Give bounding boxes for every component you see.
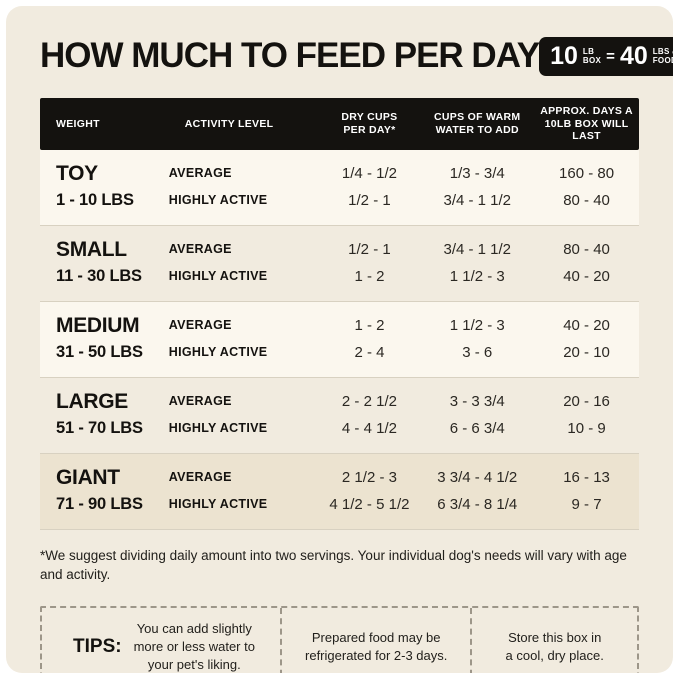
table-row-toy: TOY 1 - 10 LBS AVERAGE HIGHLY ACTIVE 1/4… [40, 149, 639, 226]
water-cell: 3/4 - 1 1/2 1 1/2 - 3 [443, 240, 512, 285]
badge-unit-lb-box: LB BOX [582, 47, 602, 65]
days-cell: 160 - 80 80 - 40 [559, 164, 615, 209]
weight-cell: LARGE 51 - 70 LBS [40, 388, 169, 442]
dry-cups-cell: 2 - 2 1/2 4 - 4 1/2 [341, 392, 397, 437]
column-header-weight: WEIGHT [56, 117, 100, 130]
table-row-small: SMALL 11 - 30 LBS AVERAGE HIGHLY ACTIVE … [40, 226, 639, 302]
tip-text: You can add slightly more or less water … [133, 620, 255, 672]
activity-cell: AVERAGE HIGHLY ACTIVE [168, 165, 268, 207]
days-cell: 20 - 16 10 - 9 [563, 392, 610, 437]
weight-name: LARGE [56, 389, 129, 413]
weight-range: 31 - 50 LBS [56, 342, 143, 361]
feeding-guide-panel: HOW MUCH TO FEED PER DAY 10 LB BOX = 40 … [6, 6, 673, 673]
weight-name: SMALL [56, 237, 127, 261]
water-cell: 1 1/2 - 3 3 - 6 [449, 316, 505, 361]
dry-cups-cell: 1/2 - 1 1 - 2 [348, 240, 391, 285]
weight-range: 11 - 30 LBS [56, 266, 142, 285]
dry-cups-cell: 1/4 - 1/2 1/2 - 1 [341, 164, 397, 209]
table-row-giant: GIANT 71 - 90 LBS AVERAGE HIGHLY ACTIVE … [40, 453, 639, 530]
badge-of-word: of [672, 47, 673, 56]
water-cell: 3 - 3 3/4 6 - 6 3/4 [449, 392, 505, 437]
weight-cell: SMALL 11 - 30 LBS [40, 236, 169, 290]
dry-cups-cell: 2 1/2 - 3 4 1/2 - 5 1/2 [329, 468, 410, 513]
weight-cell: TOY 1 - 10 LBS [40, 160, 169, 214]
weight-range: 51 - 70 LBS [56, 418, 143, 437]
tips-box: TIPS: You can add slightly more or less … [40, 605, 639, 674]
water-cell: 3 3/4 - 4 1/2 6 3/4 - 8 1/4 [437, 468, 518, 513]
badge-number-40: 40 [619, 41, 648, 70]
activity-cell: AVERAGE HIGHLY ACTIVE [168, 469, 268, 511]
weight-name: TOY [56, 161, 98, 185]
dry-cups-cell: 1 - 2 2 - 4 [354, 316, 385, 361]
table-row-large: LARGE 51 - 70 LBS AVERAGE HIGHLY ACTIVE … [40, 378, 639, 454]
column-header-dry-cups: DRY CUPS PER DAY* [341, 111, 398, 136]
column-header-warm-water: CUPS OF WARM WATER TO ADD [434, 111, 521, 136]
column-header-activity-level: ACTIVITY LEVEL [184, 117, 274, 130]
weight-range: 71 - 90 LBS [56, 494, 143, 513]
tip-text: Prepared food may be refrigerated for 2-… [305, 629, 448, 663]
days-cell: 16 - 13 9 - 7 [563, 468, 610, 513]
tip-storage: Store this box in a cool, dry place. [470, 607, 637, 673]
days-cell: 40 - 20 20 - 10 [563, 316, 610, 361]
table-row-medium: MEDIUM 31 - 50 LBS AVERAGE HIGHLY ACTIVE… [40, 301, 639, 378]
header: HOW MUCH TO FEED PER DAY 10 LB BOX = 40 … [40, 36, 673, 76]
tip-text: Store this box in a cool, dry place. [505, 629, 604, 663]
serving-footnote: *We suggest dividing daily amount into t… [40, 547, 627, 582]
box-equals-food-badge: 10 LB BOX = 40 LBS of FOOD! [539, 36, 673, 76]
weight-cell: GIANT 71 - 90 LBS [40, 464, 169, 518]
days-cell: 80 - 40 40 - 20 [563, 240, 610, 285]
tips-label: TIPS: [73, 635, 122, 657]
page-title: HOW MUCH TO FEED PER DAY [40, 36, 540, 75]
weight-cell: MEDIUM 31 - 50 LBS [40, 312, 169, 366]
activity-cell: AVERAGE HIGHLY ACTIVE [168, 393, 268, 435]
activity-cell: AVERAGE HIGHLY ACTIVE [168, 317, 268, 359]
water-cell: 1/3 - 3/4 3/4 - 1 1/2 [443, 164, 512, 209]
badge-equals-sign: = [606, 47, 615, 65]
column-header-days-box-lasts: APPROX. DAYS A 10LB BOX WILL LAST [540, 105, 633, 142]
badge-unit-lbs-food: LBS of FOOD! [653, 47, 673, 65]
badge-number-10: 10 [550, 41, 578, 70]
activity-cell: AVERAGE HIGHLY ACTIVE [168, 241, 268, 283]
weight-range: 1 - 10 LBS [56, 190, 134, 209]
tip-water-adjust: TIPS: You can add slightly more or less … [42, 608, 280, 674]
weight-name: MEDIUM [56, 313, 140, 337]
tip-refrigerate: Prepared food may be refrigerated for 2-… [280, 607, 470, 673]
weight-name: GIANT [56, 465, 120, 489]
table-header-row: WEIGHT ACTIVITY LEVEL DRY CUPS PER DAY* … [40, 98, 639, 150]
